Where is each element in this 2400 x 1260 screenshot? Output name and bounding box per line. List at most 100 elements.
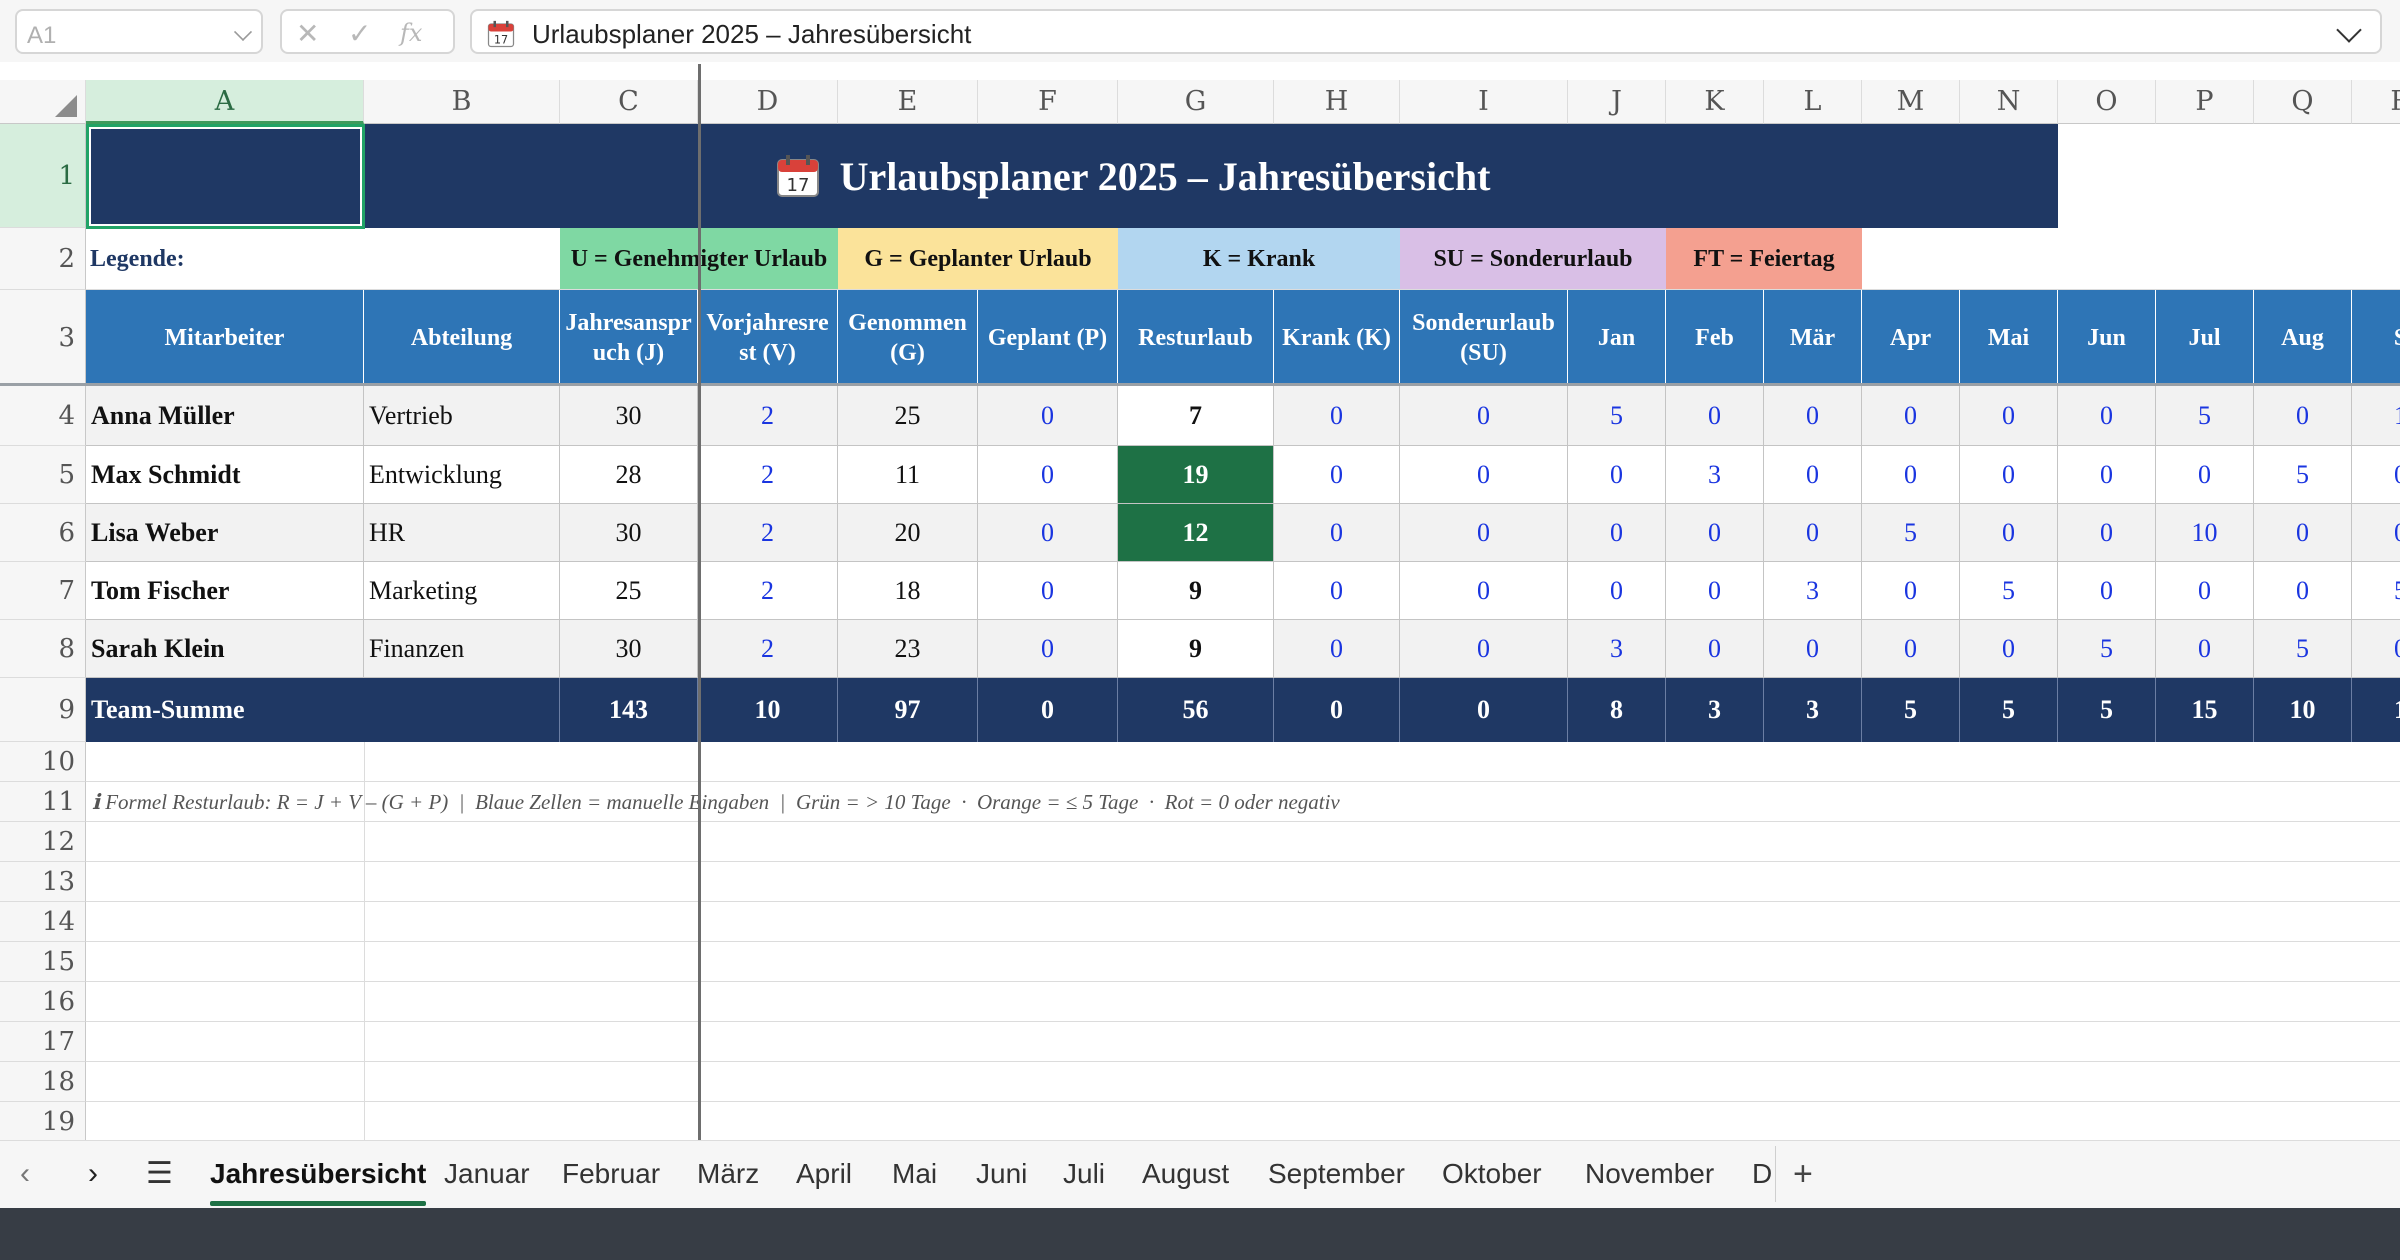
- sheet-tab-7[interactable]: Juni: [976, 1158, 1028, 1189]
- column-header-J[interactable]: J: [1568, 80, 1666, 124]
- value-cell[interactable]: 0: [1400, 620, 1568, 678]
- value-cell[interactable]: 0: [1568, 446, 1666, 504]
- value-cell[interactable]: 0: [2254, 504, 2352, 562]
- value-cell[interactable]: 30: [560, 386, 698, 446]
- team-sum-label[interactable]: Team-Summe: [86, 678, 560, 742]
- value-cell[interactable]: 25: [560, 562, 698, 620]
- row-header-13[interactable]: 13: [0, 862, 86, 902]
- column-header-L[interactable]: L: [1764, 80, 1862, 124]
- value-cell[interactable]: 2: [698, 504, 838, 562]
- column-title-7[interactable]: Resturlaub: [1118, 290, 1274, 386]
- value-cell[interactable]: 0: [1274, 562, 1400, 620]
- resturlaub-cell[interactable]: 9: [1118, 620, 1274, 678]
- value-cell[interactable]: 3: [1666, 446, 1764, 504]
- team-sum-value[interactable]: 15: [2156, 678, 2254, 742]
- value-cell[interactable]: 0: [978, 446, 1118, 504]
- value-cell[interactable]: 0: [1764, 620, 1862, 678]
- title-banner[interactable]: 17 Urlaubsplaner 2025 – Jahresübersicht: [86, 124, 2058, 228]
- value-cell[interactable]: 2: [698, 386, 838, 446]
- row-header-17[interactable]: 17: [0, 1022, 86, 1062]
- value-cell[interactable]: 5: [1960, 562, 2058, 620]
- value-cell[interactable]: 0: [2352, 446, 2400, 504]
- row-header-15[interactable]: 15: [0, 942, 86, 982]
- value-cell[interactable]: 0: [1274, 620, 1400, 678]
- row-header-3[interactable]: 3: [0, 290, 86, 386]
- value-cell[interactable]: 0: [1764, 446, 1862, 504]
- value-cell[interactable]: 0: [2254, 386, 2352, 446]
- add-sheet-button[interactable]: +: [1793, 1155, 1813, 1193]
- formula-input[interactable]: 17 Urlaubsplaner 2025 – Jahresübersicht: [470, 9, 2382, 54]
- column-title-8[interactable]: Krank (K): [1274, 290, 1400, 386]
- resturlaub-cell[interactable]: 19: [1118, 446, 1274, 504]
- resturlaub-cell[interactable]: 7: [1118, 386, 1274, 446]
- value-cell[interactable]: 10: [2156, 504, 2254, 562]
- value-cell[interactable]: 0: [1960, 620, 2058, 678]
- sheet-tab-10[interactable]: September: [1268, 1158, 1405, 1189]
- confirm-icon[interactable]: ✓: [348, 18, 372, 49]
- row-header-1[interactable]: 1: [0, 124, 86, 228]
- value-cell[interactable]: 0: [1568, 504, 1666, 562]
- cancel-icon[interactable]: ✕: [296, 18, 320, 49]
- employee-department[interactable]: Vertrieb: [364, 386, 560, 446]
- column-header-G[interactable]: G: [1118, 80, 1274, 124]
- column-header-P[interactable]: P: [2156, 80, 2254, 124]
- column-header-B[interactable]: B: [364, 80, 560, 124]
- team-sum-value[interactable]: 0: [1400, 678, 1568, 742]
- value-cell[interactable]: 0: [2254, 562, 2352, 620]
- value-cell[interactable]: 1: [2352, 386, 2400, 446]
- value-cell[interactable]: 5: [1862, 504, 1960, 562]
- column-header-I[interactable]: I: [1400, 80, 1568, 124]
- column-header-N[interactable]: N: [1960, 80, 2058, 124]
- sheet-tab-6[interactable]: Mai: [892, 1158, 938, 1189]
- value-cell[interactable]: 30: [560, 620, 698, 678]
- row-header-12[interactable]: 12: [0, 822, 86, 862]
- team-sum-value[interactable]: 143: [560, 678, 698, 742]
- sheet-tab-12[interactable]: November: [1585, 1158, 1715, 1189]
- value-cell[interactable]: 3: [1568, 620, 1666, 678]
- chevron-down-icon[interactable]: [233, 22, 253, 42]
- column-title-16[interactable]: Jul: [2156, 290, 2254, 386]
- team-sum-value[interactable]: 5: [1960, 678, 2058, 742]
- column-title-10[interactable]: Jan: [1568, 290, 1666, 386]
- value-cell[interactable]: 0: [2156, 620, 2254, 678]
- value-cell[interactable]: 0: [1764, 386, 1862, 446]
- team-sum-value[interactable]: 5: [2058, 678, 2156, 742]
- team-sum-value[interactable]: 0: [978, 678, 1118, 742]
- row-header-7[interactable]: 7: [0, 562, 86, 620]
- value-cell[interactable]: 0: [978, 620, 1118, 678]
- value-cell[interactable]: 5: [2352, 562, 2400, 620]
- value-cell[interactable]: 30: [560, 504, 698, 562]
- value-cell[interactable]: 20: [838, 504, 978, 562]
- value-cell[interactable]: 0: [1862, 620, 1960, 678]
- team-sum-value[interactable]: 3: [1666, 678, 1764, 742]
- sheet-tab-4[interactable]: März: [697, 1158, 760, 1189]
- column-header-Q[interactable]: Q: [2254, 80, 2352, 124]
- column-header-H[interactable]: H: [1274, 80, 1400, 124]
- sheet-tab-5[interactable]: April: [796, 1158, 853, 1189]
- value-cell[interactable]: 0: [2058, 446, 2156, 504]
- team-sum-value[interactable]: 1: [2352, 678, 2400, 742]
- value-cell[interactable]: 0: [2352, 620, 2400, 678]
- row-header-11[interactable]: 11: [0, 782, 86, 822]
- column-header-R[interactable]: R: [2352, 80, 2400, 124]
- team-sum-value[interactable]: 10: [2254, 678, 2352, 742]
- value-cell[interactable]: 0: [1666, 562, 1764, 620]
- sheet-tab-2[interactable]: Januar: [444, 1158, 530, 1189]
- value-cell[interactable]: 0: [1568, 562, 1666, 620]
- column-title-3[interactable]: Jahresanspr uch (J): [560, 290, 698, 386]
- column-header-K[interactable]: K: [1666, 80, 1764, 124]
- value-cell[interactable]: 28: [560, 446, 698, 504]
- name-box[interactable]: A1: [15, 9, 263, 54]
- value-cell[interactable]: 0: [1666, 386, 1764, 446]
- row-header-6[interactable]: 6: [0, 504, 86, 562]
- row-header-18[interactable]: 18: [0, 1062, 86, 1102]
- column-title-9[interactable]: Sonderurlaub (SU): [1400, 290, 1568, 386]
- value-cell[interactable]: 0: [1862, 562, 1960, 620]
- sheet-tab-8[interactable]: Juli: [1063, 1158, 1106, 1189]
- function-icon[interactable]: fx: [400, 19, 423, 47]
- resturlaub-cell[interactable]: 12: [1118, 504, 1274, 562]
- value-cell[interactable]: 0: [2058, 386, 2156, 446]
- employee-name[interactable]: Anna Müller: [86, 386, 364, 446]
- value-cell[interactable]: 0: [978, 562, 1118, 620]
- value-cell[interactable]: 0: [1960, 504, 2058, 562]
